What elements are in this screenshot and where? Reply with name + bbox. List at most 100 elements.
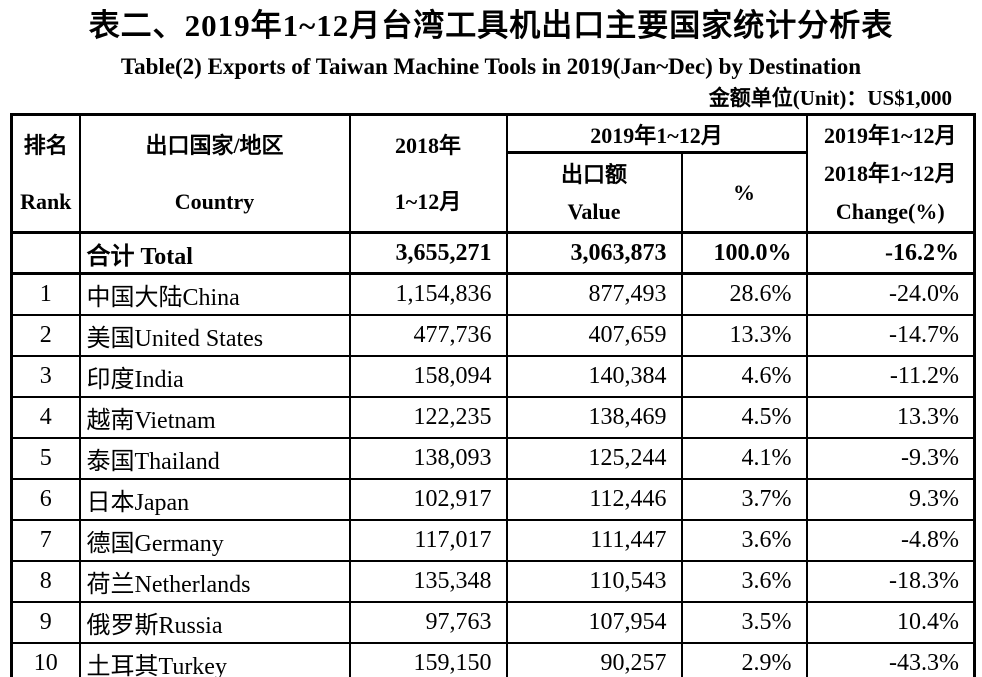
cell-2018-value: 97,763 <box>348 601 508 644</box>
cell-rank: 4 <box>10 396 81 439</box>
header-2019-group: 2019年1~12月 <box>505 113 808 154</box>
cell-country: 越南Vietnam <box>78 396 351 439</box>
cell-change: -4.8% <box>805 519 976 562</box>
cell-percent: 3.6% <box>680 519 808 562</box>
cell-2019-value: 407,659 <box>505 314 683 357</box>
cell-change: -14.7% <box>805 314 976 357</box>
cell-percent: 3.6% <box>680 560 808 603</box>
header-2018-line2: 1~12月 <box>394 188 462 214</box>
table-row: 10 土耳其Turkey 159,150 90,257 2.9% -43.3% <box>10 642 976 677</box>
cell-2018-value: 159,150 <box>348 642 508 677</box>
table-row: 5 泰国Thailand 138,093 125,244 4.1% -9.3% <box>10 437 976 480</box>
table-row: 3 印度India 158,094 140,384 4.6% -11.2% <box>10 355 976 398</box>
table-row: 8 荷兰Netherlands 135,348 110,543 3.6% -18.3% <box>10 560 976 603</box>
cell-2019-value: 877,493 <box>505 272 683 316</box>
table-header: 排名 Rank 出口国家/地区 Country 2018年 1~12月 2019… <box>10 113 976 234</box>
cell-rank: 3 <box>10 355 81 398</box>
cell-country: 中国大陆China <box>78 272 351 316</box>
cell-percent: 4.5% <box>680 396 808 439</box>
cell-change: -11.2% <box>805 355 976 398</box>
cell-2019-value: 138,469 <box>505 396 683 439</box>
cell-country: 印度India <box>78 355 351 398</box>
unit-label: 金额单位(Unit)：US$1,000 <box>708 86 952 110</box>
table-body: 合计 Total 3,655,271 3,063,873 100.0% -16.2% 1 中… <box>10 231 976 677</box>
total-row: 合计 Total 3,655,271 3,063,873 100.0% -16.2% <box>10 231 976 275</box>
cell-2019-value: 90,257 <box>505 642 683 677</box>
cell-2019-value: 111,447 <box>505 519 683 562</box>
header-2018: 2018年 1~12月 <box>348 113 508 234</box>
cell-percent: 3.7% <box>680 478 808 521</box>
cell-change: -18.3% <box>805 560 976 603</box>
cell-2019-value: 3,063,873 <box>505 231 683 275</box>
table-row: 1 中国大陆China 1,154,836 877,493 28.6% -24.0% <box>10 272 976 316</box>
header-value-en: Value <box>567 198 621 224</box>
header-rank-en: Rank <box>20 188 72 214</box>
header-country-en: Country <box>174 188 255 214</box>
cell-2019-value: 107,954 <box>505 601 683 644</box>
cell-2018-value: 102,917 <box>348 478 508 521</box>
cell-2019-value: 140,384 <box>505 355 683 398</box>
header-change: 2019年1~12月 2018年1~12月 Change(%) <box>805 113 976 234</box>
cell-rank: 10 <box>10 642 81 677</box>
cell-country: 泰国Thailand <box>78 437 351 480</box>
cell-percent: 4.6% <box>680 355 808 398</box>
cell-country: 荷兰Netherlands <box>78 560 351 603</box>
cell-2018-value: 135,348 <box>348 560 508 603</box>
cell-2018-value: 1,154,836 <box>348 272 508 316</box>
cell-2019-value: 125,244 <box>505 437 683 480</box>
cell-change: 9.3% <box>805 478 976 521</box>
header-row-sub: 出口额 Value % <box>12 151 975 234</box>
header-country-zh: 出口国家/地区 <box>145 132 284 158</box>
cell-country: 俄罗斯Russia <box>78 601 351 644</box>
page-title-english: Table(2) Exports of Taiwan Machine Tools… <box>120 54 862 79</box>
cell-rank: 9 <box>10 601 81 644</box>
table-row: 6 日本Japan 102,917 112,446 3.7% 9.3% <box>10 478 976 521</box>
cell-percent: 13.3% <box>680 314 808 357</box>
table-row: 4 越南Vietnam 122,235 138,469 4.5% 13.3% <box>10 396 976 439</box>
header-change-line1: 2019年1~12月 <box>824 122 957 148</box>
header-value: 出口额 Value <box>505 151 683 234</box>
cell-country: 合计 Total <box>78 231 351 275</box>
header-country: 出口国家/地区 Country <box>78 113 351 234</box>
cell-country: 美国United States <box>78 314 351 357</box>
header-row-top: 排名 Rank 出口国家/地区 Country 2018年 1~12月 2019… <box>10 113 976 234</box>
cell-change: -16.2% <box>805 231 976 275</box>
cell-rank: 7 <box>10 519 81 562</box>
cell-change: -9.3% <box>805 437 976 480</box>
header-2018-line1: 2018年 <box>394 132 461 158</box>
header-change-line2: 2018年1~12月 <box>824 160 957 186</box>
cell-percent: 4.1% <box>680 437 808 480</box>
exports-table: 排名 Rank 出口国家/地区 Country 2018年 1~12月 2019… <box>10 113 977 677</box>
cell-change: 10.4% <box>805 601 976 644</box>
cell-2018-value: 117,017 <box>348 519 508 562</box>
header-rank: 排名 Rank <box>10 113 81 234</box>
header-value-zh: 出口额 <box>560 161 627 187</box>
cell-percent: 28.6% <box>680 272 808 316</box>
cell-rank <box>10 231 81 275</box>
cell-rank: 1 <box>10 272 81 316</box>
table-row: 9 俄罗斯Russia 97,763 107,954 3.5% 10.4% <box>10 601 976 644</box>
cell-percent: 100.0% <box>680 231 808 275</box>
cell-change: -24.0% <box>805 272 976 316</box>
cell-rank: 6 <box>10 478 81 521</box>
header-change-line3: Change(%) <box>835 198 945 224</box>
table-row: 7 德国Germany 117,017 111,447 3.6% -4.8% <box>10 519 976 562</box>
cell-rank: 8 <box>10 560 81 603</box>
page-title-chinese: 表二、2019年1~12月台湾工具机出口主要国家统计分析表 <box>88 8 894 43</box>
cell-percent: 3.5% <box>680 601 808 644</box>
cell-rank: 5 <box>10 437 81 480</box>
cell-2019-value: 112,446 <box>505 478 683 521</box>
cell-change: 13.3% <box>805 396 976 439</box>
table-row: 2 美国United States 477,736 407,659 13.3% -14.7… <box>10 314 976 357</box>
cell-country: 德国Germany <box>78 519 351 562</box>
cell-percent: 2.9% <box>680 642 808 677</box>
cell-rank: 2 <box>10 314 81 357</box>
cell-2018-value: 122,235 <box>348 396 508 439</box>
cell-2019-value: 110,543 <box>505 560 683 603</box>
header-rank-zh: 排名 <box>23 132 68 158</box>
header-percent: % <box>680 151 808 234</box>
cell-2018-value: 158,094 <box>348 355 508 398</box>
cell-2018-value: 138,093 <box>348 437 508 480</box>
cell-2018-value: 477,736 <box>348 314 508 357</box>
